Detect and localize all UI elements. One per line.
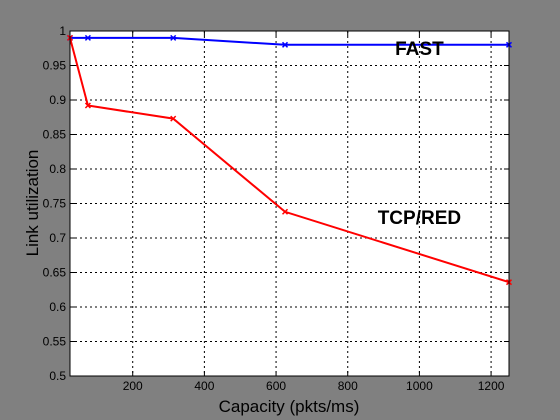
x-tick-label: 600 (266, 379, 286, 393)
y-axis-label: Link utilization (23, 150, 42, 257)
y-tick-label: 0.95 (43, 59, 67, 73)
data-point-marker (84, 102, 91, 109)
y-tick-label: 0.8 (49, 162, 66, 176)
data-point-marker (281, 208, 289, 215)
data-point-marker (170, 115, 177, 122)
ticks: 200 400 600 800 1000 1200 0.5 0.55 0.6 0.65 0.7 0.7… (43, 24, 509, 393)
x-axis-label: Capacity (pkts/ms) (219, 397, 360, 416)
y-tick-label: 0.6 (49, 300, 66, 314)
y-tick-label: 0.5 (49, 369, 66, 383)
annotations: FAST TCP/RED (378, 39, 461, 229)
x-tick-label: 400 (194, 379, 214, 393)
y-tick-label: 0.9 (49, 93, 66, 107)
y-tick-label: 0.55 (43, 335, 67, 349)
y-tick-label: 0.7 (49, 231, 66, 245)
x-tick-label: 1000 (406, 379, 433, 393)
grid (70, 31, 509, 376)
data-point-marker (281, 41, 289, 48)
series-annotation-label: TCP/RED (378, 208, 461, 229)
data-point-marker (170, 34, 177, 41)
series-annotation-label: FAST (395, 39, 444, 60)
y-tick-label: 0.85 (43, 128, 67, 142)
series-layer (66, 34, 513, 286)
x-tick-label: 1200 (478, 379, 505, 393)
y-tick-label: 1 (59, 24, 66, 38)
y-tick-label: 0.75 (43, 197, 67, 211)
x-tick-label: 200 (123, 379, 143, 393)
data-point-marker (84, 34, 91, 41)
x-tick-label: 800 (338, 379, 358, 393)
y-tick-label: 0.65 (43, 266, 67, 280)
